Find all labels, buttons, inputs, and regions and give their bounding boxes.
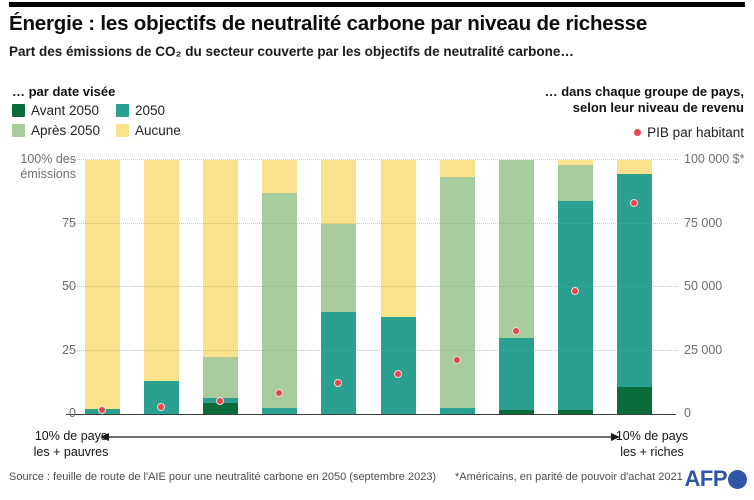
segment-aucune	[262, 160, 297, 194]
segment-après-2050	[262, 193, 297, 408]
segment-aucune	[558, 160, 593, 166]
page-subtitle: Part des émissions de CO₂ du secteur cou…	[9, 44, 574, 59]
legend-item-label: Après 2050	[31, 123, 101, 138]
pib-dot-decile-6	[393, 370, 402, 379]
xaxis-left-line2: les + pauvres	[33, 445, 109, 459]
bar-decile-3	[203, 160, 238, 414]
left-axis-tick-25: 25	[62, 342, 76, 357]
pib-dot-decile-1	[97, 405, 106, 414]
left-axis-tick-100: 100% des émissions	[20, 152, 76, 181]
segment-aucune	[440, 160, 475, 177]
right-axis-tick-25000: 25 000	[684, 342, 723, 357]
swatch-aucune-icon	[116, 124, 129, 137]
x-axis-line	[66, 413, 676, 415]
footnote-text: *Américains, en parité de pouvoir d'acha…	[455, 471, 683, 483]
bar-decile-6	[381, 160, 416, 414]
segment-aucune	[144, 160, 179, 381]
segment-2050	[321, 312, 356, 414]
xaxis-left-line1: 10% de pays	[34, 429, 108, 443]
pib-dot-decile-8	[511, 326, 520, 335]
legend-dates-title: … par date visée	[12, 84, 116, 99]
segment-après-2050	[321, 223, 356, 313]
xaxis-right-line1: 10% de pays	[615, 429, 689, 443]
bar-decile-5	[321, 160, 356, 414]
bar-decile-8	[499, 160, 534, 414]
pib-dot-decile-10	[629, 198, 638, 207]
afp-logo-text: AFP	[684, 466, 728, 491]
bar-decile-10	[617, 160, 652, 414]
legend-item-label: Avant 2050	[31, 103, 100, 118]
legend-income-title-line2: selon leur niveau de revenu	[572, 99, 744, 115]
swatch-avant-2050-icon	[12, 104, 25, 117]
right-axis-tick-0: 0	[684, 406, 691, 420]
segment-aucune	[321, 160, 356, 224]
left-axis-tick-75: 75	[62, 215, 76, 230]
segment-avant-2050	[558, 410, 593, 414]
left-axis-tick-0: 0	[69, 406, 76, 420]
segment-aucune	[617, 160, 652, 174]
source-text: Source : feuille de route de l'AIE pour …	[9, 471, 437, 483]
gridline-75	[66, 222, 678, 224]
right-axis-tick-50000: 50 000	[684, 279, 723, 293]
top-rule	[9, 2, 745, 7]
legend-dates: … par date visée Avant 2050 2050 Après 2…	[12, 84, 181, 138]
legend-item-apres-2050: Après 2050	[12, 123, 116, 138]
afp-globe-icon	[728, 469, 747, 489]
xaxis-right-line2: les + riches	[620, 445, 684, 459]
pib-legend-label: PIB par habitant	[647, 124, 744, 140]
segment-après-2050	[558, 165, 593, 201]
right-axis-tick-75000: 75 000	[684, 215, 723, 230]
segment-avant-2050	[499, 410, 534, 414]
segment-après-2050	[440, 176, 475, 408]
pib-legend: PIB par habitant	[545, 125, 744, 140]
swatch-2050-icon	[116, 104, 129, 117]
legend-item-2050: 2050	[116, 103, 181, 118]
pib-dot-decile-5	[333, 378, 342, 387]
pib-dot-icon	[634, 128, 642, 136]
legend-income-title-line1: … dans chaque groupe de pays,	[544, 84, 744, 99]
segment-2050	[262, 407, 297, 414]
bar-decile-9	[558, 160, 593, 414]
bar-decile-2	[144, 160, 179, 414]
left-axis-tick-50: 50	[62, 279, 76, 293]
xaxis-right-label: 10% de pays les + riches	[606, 428, 698, 460]
pib-dot-decile-9	[570, 287, 579, 296]
right-axis-tick-100000: 100 000 $*	[684, 152, 745, 166]
pib-dot-decile-2	[156, 403, 165, 412]
legend-income: … dans chaque groupe de pays, selon leur…	[545, 84, 744, 140]
gridline-100	[66, 159, 678, 160]
segment-2050	[381, 317, 416, 414]
segment-2050	[558, 200, 593, 411]
bar-decile-4	[262, 160, 297, 414]
segment-après-2050	[499, 160, 534, 338]
pib-dot-decile-7	[452, 356, 461, 365]
page-title: Énergie : les objectifs de neutralité ca…	[9, 12, 648, 35]
segment-2050	[617, 173, 652, 388]
segment-aucune	[85, 160, 120, 409]
legend-item-label: 2050	[135, 103, 166, 118]
segment-aucune	[203, 160, 238, 357]
legend-item-avant-2050: Avant 2050	[12, 103, 116, 118]
pib-dot-decile-4	[274, 389, 283, 398]
segment-avant-2050	[203, 402, 238, 414]
legend-income-title: … dans chaque groupe de pays, selon leur…	[545, 84, 744, 116]
segment-aucune	[381, 160, 416, 318]
legend-item-aucune: Aucune	[116, 123, 181, 138]
bar-decile-7	[440, 160, 475, 414]
segment-après-2050	[203, 356, 238, 398]
segment-avant-2050	[617, 387, 652, 414]
segment-2050	[440, 407, 475, 414]
legend-grid: Avant 2050 2050 Après 2050 Aucune	[12, 103, 181, 138]
xaxis-arrow	[100, 433, 620, 441]
pib-dot-decile-3	[215, 396, 224, 405]
xaxis-left-label: 10% de pays les + pauvres	[28, 428, 114, 460]
legend-item-label: Aucune	[135, 123, 181, 138]
bar-decile-1	[85, 160, 120, 414]
gridline-25	[66, 349, 678, 351]
gridline-50	[66, 286, 678, 287]
swatch-apres-2050-icon	[12, 124, 25, 137]
afp-logo: AFP	[684, 466, 747, 492]
